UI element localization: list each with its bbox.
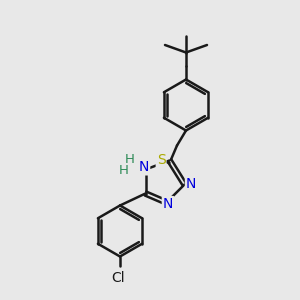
- Text: N: N: [186, 178, 196, 191]
- Text: S: S: [157, 154, 166, 167]
- Text: N: N: [139, 160, 149, 174]
- Text: Cl: Cl: [112, 271, 125, 285]
- Text: H: H: [119, 164, 129, 178]
- Text: H: H: [125, 152, 135, 166]
- Text: N: N: [163, 197, 173, 211]
